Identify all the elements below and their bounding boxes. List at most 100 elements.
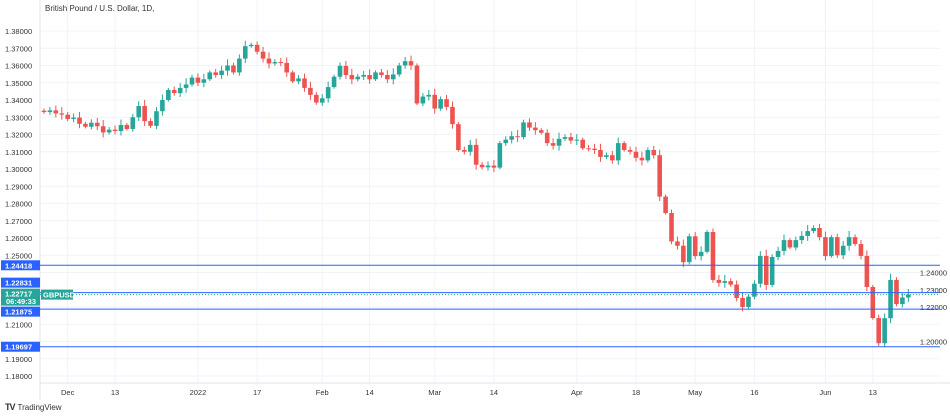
candle-up bbox=[888, 279, 893, 319]
candle-down bbox=[266, 58, 272, 64]
candle-up bbox=[698, 251, 704, 257]
candle-up bbox=[438, 99, 443, 109]
candle-up bbox=[799, 235, 805, 241]
x-tick-label: Dec bbox=[61, 388, 75, 397]
candle-up bbox=[704, 231, 710, 252]
candle-down bbox=[195, 77, 201, 83]
candle-down bbox=[527, 122, 532, 128]
candle-down bbox=[100, 126, 106, 133]
countdown-label: 06:49:33 bbox=[6, 297, 36, 306]
candle-down bbox=[231, 65, 236, 73]
candle-up bbox=[89, 122, 94, 127]
candle-up bbox=[746, 296, 751, 307]
candle-down bbox=[213, 72, 218, 75]
level-badge-label: 1.24418 bbox=[5, 261, 32, 270]
candle-up bbox=[906, 294, 911, 298]
y-tick-label: 1.36000 bbox=[5, 62, 32, 71]
candle-up bbox=[207, 72, 213, 80]
symbol-badge bbox=[41, 289, 73, 300]
candle-up bbox=[130, 117, 136, 129]
candle-down bbox=[343, 65, 349, 75]
candle-down bbox=[533, 127, 538, 131]
y-tick-label: 1.28000 bbox=[5, 200, 32, 209]
y-tick-label: 1.34000 bbox=[5, 96, 32, 105]
candle-down bbox=[633, 151, 639, 158]
level-badge bbox=[1, 260, 40, 271]
candle-down bbox=[550, 143, 556, 146]
candle-down bbox=[462, 150, 467, 152]
candle-up bbox=[686, 236, 692, 263]
candle-down bbox=[728, 281, 734, 285]
candle-down bbox=[302, 78, 307, 88]
candle-up bbox=[177, 87, 183, 94]
candle-down bbox=[586, 148, 591, 150]
y-tick-label: 1.37000 bbox=[5, 44, 32, 53]
candle-down bbox=[864, 255, 870, 287]
candle-down bbox=[432, 94, 438, 109]
candle-up bbox=[722, 281, 728, 283]
candle-up bbox=[331, 76, 337, 88]
candle-down bbox=[385, 74, 390, 80]
y-tick-label: 1.18000 bbox=[5, 372, 32, 381]
candle-down bbox=[171, 89, 177, 94]
y-tick-label: 1.23000 bbox=[920, 286, 947, 295]
candle-up bbox=[562, 137, 568, 139]
y-tick-label: 1.32000 bbox=[5, 131, 32, 140]
candle-down bbox=[314, 94, 319, 103]
candle-down bbox=[734, 284, 739, 299]
candle-up bbox=[272, 62, 278, 64]
candle-up bbox=[752, 283, 757, 297]
candle-down bbox=[716, 279, 722, 283]
candle-down bbox=[692, 236, 698, 257]
candle-up bbox=[521, 122, 526, 138]
x-tick-label: 18 bbox=[632, 388, 640, 397]
tradingview-logo[interactable]: TV TradingView bbox=[5, 402, 62, 412]
candle-down bbox=[663, 196, 668, 213]
candle-up bbox=[509, 136, 514, 140]
candle-up bbox=[775, 250, 781, 257]
candle-up bbox=[47, 110, 53, 113]
candle-down bbox=[408, 61, 414, 66]
x-tick-label: 13 bbox=[111, 388, 119, 397]
level-badge bbox=[1, 277, 40, 288]
y-tick-label: 1.31000 bbox=[5, 148, 32, 157]
level-badge-label: 1.21875 bbox=[5, 308, 32, 317]
candle-down bbox=[515, 136, 520, 138]
candle-down bbox=[669, 212, 674, 242]
candle-down bbox=[450, 106, 455, 125]
x-tick-label: Feb bbox=[316, 388, 329, 397]
candle-down bbox=[65, 114, 70, 119]
candle-up bbox=[154, 111, 159, 126]
candle-up bbox=[183, 84, 189, 88]
current-price-badge bbox=[1, 288, 40, 306]
candle-down bbox=[580, 139, 586, 149]
y-tick-label: 1.20000 bbox=[920, 338, 947, 347]
candle-up bbox=[355, 76, 361, 80]
candle-down bbox=[823, 237, 828, 257]
candle-up bbox=[645, 150, 651, 161]
candle-down bbox=[651, 150, 657, 156]
candle-up bbox=[574, 139, 580, 141]
candle-up bbox=[361, 74, 366, 77]
candle-down bbox=[308, 87, 313, 95]
candle-up bbox=[71, 117, 76, 119]
candle-up bbox=[136, 106, 142, 118]
candle-down bbox=[349, 74, 355, 80]
level-badge-label: 1.19697 bbox=[5, 343, 32, 352]
candle-down bbox=[379, 72, 384, 75]
chart-title: British Pound / U.S. Dollar, 1D, bbox=[45, 4, 155, 13]
candle-down bbox=[834, 237, 840, 256]
candle-up bbox=[503, 139, 509, 144]
y-tick-label: 1.24000 bbox=[920, 269, 947, 278]
candle-down bbox=[598, 150, 603, 157]
candle-down bbox=[290, 72, 295, 82]
candle-down bbox=[763, 255, 769, 285]
candle-up bbox=[118, 125, 124, 132]
candle-down bbox=[444, 99, 449, 107]
x-tick-label: 2022 bbox=[190, 388, 207, 397]
candle-down bbox=[675, 241, 680, 246]
candle-up bbox=[846, 237, 852, 246]
y-tick-label: 1.29000 bbox=[5, 182, 32, 191]
candle-up bbox=[900, 297, 905, 305]
